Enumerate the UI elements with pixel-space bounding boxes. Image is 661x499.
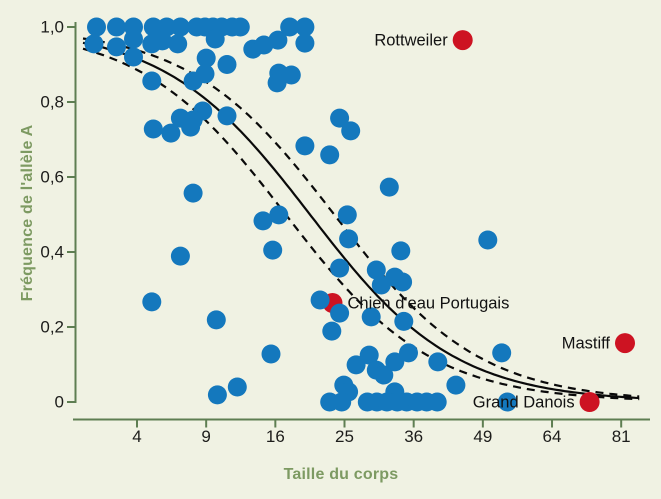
data-point (183, 183, 203, 203)
data-point (478, 230, 498, 250)
x-axis-title: Taille du corps (283, 466, 399, 483)
data-point (361, 307, 381, 327)
data-point (359, 345, 379, 365)
data-point (322, 321, 342, 341)
data-point (217, 55, 237, 74)
data-point (107, 37, 126, 57)
data-point (170, 17, 190, 37)
x-tick-label: 9 (201, 427, 210, 446)
data-point (142, 71, 162, 91)
highlight-label-chien-d-eau-portugais: Chien d'eau Portugais (348, 295, 510, 313)
y-axis-title: Fréquence de l'allèle A (19, 124, 36, 302)
data-point (393, 272, 413, 292)
data-point (295, 33, 315, 53)
data-point (330, 108, 350, 128)
data-point (142, 292, 162, 312)
data-point (428, 352, 448, 372)
data-point (206, 310, 226, 330)
data-point (161, 123, 181, 143)
data-point (391, 241, 411, 261)
data-point (330, 258, 350, 278)
y-tick-label: 1,0 (40, 18, 64, 37)
confidence-band-lower (82, 47, 640, 401)
y-tick-label: 0,6 (40, 168, 64, 187)
data-point (330, 303, 350, 323)
data-point (281, 65, 301, 85)
x-tick-label: 49 (473, 427, 492, 446)
data-point (295, 17, 315, 37)
data-point (87, 17, 106, 37)
data-point (205, 29, 225, 49)
data-point (366, 260, 386, 280)
confidence-band-upper (82, 37, 640, 398)
data-point (295, 136, 315, 156)
data-point (374, 365, 394, 385)
x-tick-label: 36 (404, 427, 423, 446)
data-point (320, 145, 340, 165)
data-point (332, 392, 352, 412)
data-point (399, 343, 418, 363)
data-point (143, 119, 163, 139)
data-point (339, 229, 359, 249)
data-point (217, 106, 237, 126)
data-point (261, 344, 281, 364)
data-point (207, 385, 227, 405)
data-point (446, 375, 466, 395)
data-point (124, 29, 143, 49)
x-tick-label: 25 (335, 427, 354, 446)
y-tick-label: 0,8 (40, 93, 64, 112)
highlight-label-mastiff: Mastiff (562, 335, 611, 353)
data-point (84, 34, 104, 54)
highlight-point-rottweiler (452, 30, 473, 51)
x-tick-label: 4 (132, 427, 141, 446)
data-point (143, 17, 163, 37)
data-point (253, 211, 273, 231)
data-point (492, 343, 512, 363)
data-point (427, 392, 447, 412)
data-point (267, 73, 287, 93)
data-point (394, 311, 414, 331)
data-point (341, 121, 361, 141)
highlight-point-mastiff (615, 333, 635, 354)
data-point (168, 34, 188, 54)
y-tick-label: 0,4 (40, 243, 64, 262)
data-point (497, 392, 517, 412)
highlight-point-grand-danois (579, 392, 600, 412)
data-point (337, 205, 357, 225)
y-tick-label: 0 (55, 393, 64, 412)
data-point (269, 205, 289, 225)
x-tick-label: 64 (543, 427, 562, 446)
data-point (107, 17, 126, 37)
data-point (310, 290, 330, 310)
data-point (268, 30, 288, 50)
data-point (263, 240, 283, 260)
data-point (371, 275, 391, 295)
data-point (227, 377, 247, 397)
data-point (195, 64, 215, 84)
fit-curve (82, 41, 640, 400)
data-point (280, 17, 300, 37)
data-point (170, 246, 190, 266)
data-point (196, 48, 216, 68)
y-tick-label: 0,2 (40, 318, 64, 337)
data-point (230, 17, 250, 37)
data-point (385, 352, 405, 372)
data-point (124, 47, 143, 67)
x-tick-label: 16 (266, 427, 285, 446)
highlight-label-rottweiler: Rottweiler (374, 32, 448, 50)
data-point (152, 31, 172, 51)
x-tick-label: 81 (612, 427, 631, 446)
highlight-label-grand-danois: Grand Danois (473, 394, 575, 412)
data-point (181, 117, 201, 137)
data-point (379, 177, 399, 197)
data-point (346, 355, 366, 375)
